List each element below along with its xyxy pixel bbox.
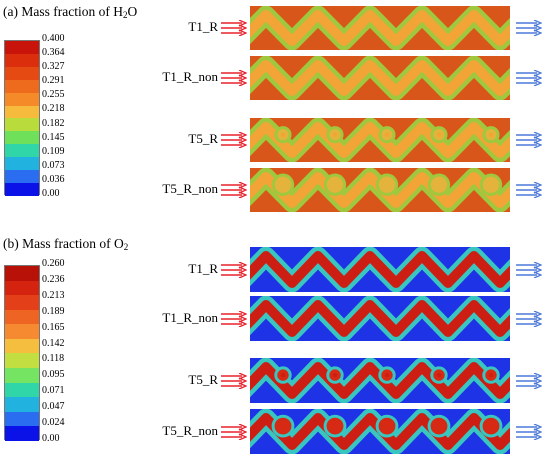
colorbar-tick-label: 0.095 bbox=[42, 369, 65, 381]
inlet-arrow-icon bbox=[221, 182, 247, 198]
colorbar-tick-label: 0.400 bbox=[42, 33, 65, 44]
colorbar-segment bbox=[5, 92, 39, 106]
inlet-arrow-icon bbox=[221, 20, 247, 36]
contour-h2o-t1-r bbox=[250, 6, 510, 50]
panel-o2-title: (b) Mass fraction of O2 bbox=[3, 236, 128, 252]
case-label-t5-r: T5_R bbox=[188, 371, 218, 387]
colorbar-segment bbox=[5, 397, 39, 412]
outlet-arrow-icon bbox=[516, 20, 542, 36]
colorbar-segment bbox=[5, 411, 39, 427]
contour-o2-t5-r bbox=[250, 358, 510, 403]
outlet-arrow-icon bbox=[516, 182, 542, 198]
colorbar-segment bbox=[5, 426, 39, 441]
contour-h2o-t5-r-non bbox=[250, 168, 510, 212]
colorbar-segment bbox=[5, 105, 39, 119]
colorbar-segment bbox=[5, 157, 39, 171]
panel-h2o-colorbar bbox=[4, 40, 40, 196]
colorbar-segment bbox=[5, 368, 39, 383]
colorbar-segment bbox=[5, 41, 39, 54]
colorbar-tick-label: 0.182 bbox=[42, 117, 65, 129]
colorbar-tick-label: 0.00 bbox=[42, 188, 60, 199]
colorbar-segment bbox=[5, 118, 39, 132]
case-label-t5-r: T5_R bbox=[188, 131, 218, 146]
outlet-arrow-icon bbox=[516, 310, 542, 327]
colorbar-tick-label: 0.364 bbox=[42, 47, 65, 59]
colorbar-tick-label: 0.109 bbox=[42, 145, 65, 157]
colorbar-tick-label: 0.142 bbox=[42, 337, 65, 349]
outlet-arrow-icon bbox=[516, 70, 542, 86]
case-label-t1-r-non: T1_R_non bbox=[162, 69, 218, 84]
inlet-arrow-icon bbox=[221, 372, 247, 389]
inlet-arrow-icon bbox=[221, 70, 247, 86]
contour-o2-t1-r bbox=[250, 247, 510, 292]
title-prefix: (a) Mass fraction of H bbox=[3, 4, 123, 19]
case-label-t1-r: T1_R bbox=[188, 19, 218, 34]
colorbar-tick-label: 0.047 bbox=[42, 401, 65, 413]
colorbar-segment bbox=[5, 382, 39, 398]
colorbar-tick-label: 0.327 bbox=[42, 61, 65, 73]
case-label-t1-r-non: T1_R_non bbox=[162, 309, 218, 325]
outlet-arrow-icon bbox=[516, 261, 542, 278]
colorbar-tick-label: 0.165 bbox=[42, 321, 65, 333]
title-suffix: O bbox=[127, 4, 138, 19]
colorbar-tick-label: 0.255 bbox=[42, 89, 65, 101]
colorbar-segment bbox=[5, 295, 39, 310]
colorbar-segment bbox=[5, 182, 39, 196]
colorbar-tick-label: 0.189 bbox=[42, 305, 65, 317]
colorbar-tick-label: 0.024 bbox=[42, 417, 65, 429]
colorbar-tick-label: 0.236 bbox=[42, 273, 65, 285]
colorbar-segment bbox=[5, 79, 39, 93]
colorbar-segment bbox=[5, 353, 39, 369]
colorbar-segment bbox=[5, 309, 39, 325]
inlet-arrow-icon bbox=[221, 310, 247, 327]
colorbar-tick-label: 0.145 bbox=[42, 131, 65, 143]
title-subscript: 2 bbox=[123, 242, 129, 252]
colorbar-segment bbox=[5, 66, 39, 80]
case-label-t5-r-non: T5_R_non bbox=[162, 422, 218, 438]
colorbar-tick-label: 0.218 bbox=[42, 103, 65, 115]
outlet-arrow-icon bbox=[516, 423, 542, 440]
colorbar-segment bbox=[5, 170, 39, 183]
panel-o2-colorbar bbox=[4, 265, 40, 441]
colorbar-tick-label: 0.291 bbox=[42, 75, 65, 87]
colorbar-tick-label: 0.213 bbox=[42, 289, 65, 301]
colorbar-tick-label: 0.071 bbox=[42, 385, 65, 397]
contour-h2o-t5-r bbox=[250, 118, 510, 162]
outlet-arrow-icon bbox=[516, 132, 542, 148]
outlet-arrow-icon bbox=[516, 372, 542, 389]
colorbar-tick-label: 0.073 bbox=[42, 159, 65, 171]
panel-h2o-title: (a) Mass fraction of H2O bbox=[3, 4, 137, 20]
inlet-arrow-icon bbox=[221, 261, 247, 278]
inlet-arrow-icon bbox=[221, 132, 247, 148]
title-subscript: 2 bbox=[122, 10, 128, 20]
colorbar-segment bbox=[5, 53, 39, 67]
colorbar-segment bbox=[5, 338, 39, 354]
colorbar-tick-label: 0.118 bbox=[42, 353, 65, 365]
colorbar-tick-label: 0.260 bbox=[42, 258, 65, 269]
contour-h2o-t1-r-non bbox=[250, 56, 510, 100]
contour-o2-t1-r-non bbox=[250, 296, 510, 341]
title-prefix: (b) Mass fraction of O bbox=[3, 236, 124, 251]
case-label-t5-r-non: T5_R_non bbox=[162, 181, 218, 196]
colorbar-tick-label: 0.00 bbox=[42, 433, 60, 444]
colorbar-segment bbox=[5, 280, 39, 296]
colorbar-tick-label: 0.036 bbox=[42, 173, 65, 185]
colorbar-segment bbox=[5, 266, 39, 281]
contour-o2-t5-r-non bbox=[250, 409, 510, 454]
case-label-t1-r: T1_R bbox=[188, 260, 218, 276]
colorbar-segment bbox=[5, 131, 39, 145]
inlet-arrow-icon bbox=[221, 423, 247, 440]
colorbar-segment bbox=[5, 324, 39, 339]
colorbar-segment bbox=[5, 144, 39, 158]
